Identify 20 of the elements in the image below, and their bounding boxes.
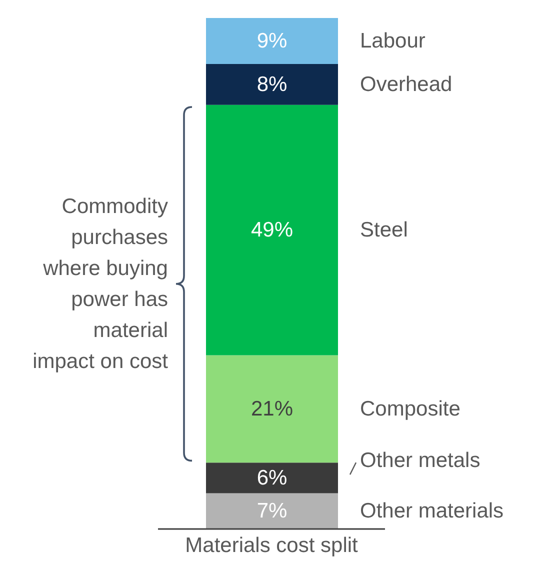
text: Commodity purchases where buying power has material impact on cost — [32, 194, 168, 375]
data-label: 21% — [250, 397, 294, 420]
series-label: Labour — [360, 29, 426, 52]
bar — [206, 462, 338, 494]
bar — [206, 64, 338, 105]
series-label: Steel — [360, 218, 408, 242]
data-label: 7% — [256, 500, 288, 523]
series-label: Overhead — [360, 72, 452, 96]
series-label: Other metals — [360, 449, 480, 472]
series-label: Other materials — [360, 500, 504, 523]
series-label: Composite — [360, 397, 460, 420]
x-tick-label: Materials cost split — [185, 534, 358, 557]
data-label: 9% — [256, 29, 288, 52]
bar — [206, 493, 338, 529]
data-label: 49% — [250, 218, 294, 242]
bar — [206, 355, 338, 463]
data-label: 8% — [256, 72, 288, 96]
data-label: 6% — [256, 466, 288, 490]
bar — [206, 104, 338, 356]
bar — [206, 18, 338, 64]
